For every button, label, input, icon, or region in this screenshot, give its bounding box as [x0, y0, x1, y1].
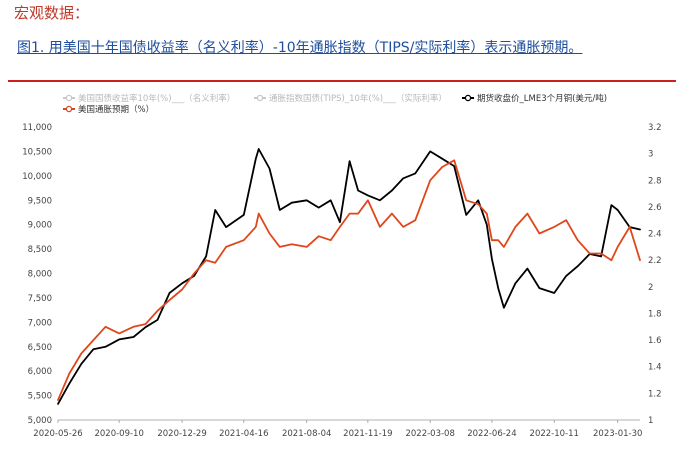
x-tick-label: 2022-03-08	[405, 429, 454, 439]
x-tick-label: 2020-05-26	[33, 429, 82, 439]
x-tick-label: 2020-09-10	[94, 429, 143, 439]
y-right-tick-label: 1.2	[648, 389, 662, 399]
legend-label-inflation: 美国通胀预期（%）	[78, 104, 154, 115]
y-right-tick-label: 2.4	[648, 230, 662, 240]
x-tick-label: 2022-06-24	[467, 429, 516, 439]
legend-label-tips: 通胀指数国债(TIPS)_10年(%)___（实际利率）	[269, 93, 447, 104]
y-right-tick-label: 3.2	[648, 123, 662, 133]
y-left-tick-label: 9,000	[28, 221, 52, 231]
x-tick-label: 2022-10-11	[530, 429, 579, 439]
y-left-tick-label: 9,500	[28, 196, 52, 206]
y-right-tick-label: 1.6	[648, 336, 662, 346]
section-heading: 宏观数据：	[14, 4, 90, 22]
legend-label-nominal: 美国国债收益率10年(%)___（名义利率）	[78, 93, 235, 104]
y-left-tick-label: 6,500	[28, 343, 52, 353]
y-left-tick-label: 8,000	[28, 270, 52, 280]
y-left-tick-label: 7,000	[28, 318, 52, 328]
y-right-tick-label: 1.8	[648, 309, 662, 319]
series-layer	[57, 148, 641, 405]
y-left-tick-label: 7,500	[28, 294, 52, 304]
x-axis: 2020-05-26 2020-09-10 2020-12-29 2021-04-16…	[33, 420, 642, 439]
left-y-axis: 5,000 5,500 6,000 6,500 7,000 7,500 8,000 8,500…	[22, 123, 52, 426]
right-y-axis: 1 1.2 1.4 1.6 1.8 2 2.2 2.4 2.6 2.8 3 3.2	[648, 123, 662, 426]
y-left-tick-label: 8,500	[28, 245, 52, 255]
y-right-tick-label: 2.6	[648, 203, 662, 213]
y-right-tick-label: 1	[648, 416, 653, 426]
y-left-tick-label: 10,000	[22, 172, 52, 182]
y-left-tick-label: 10,500	[22, 147, 52, 157]
series-line-copper	[57, 148, 641, 405]
y-right-tick-label: 1.4	[648, 363, 662, 373]
y-left-tick-label: 5,500	[28, 392, 52, 402]
y-right-tick-label: 2.8	[648, 176, 662, 186]
figure-title[interactable]: 图1. 用美国十年国债收益率（名义利率）-10年通胀指数（TIPS/实际利率）表…	[17, 40, 583, 56]
y-right-tick-label: 2	[648, 283, 653, 293]
title-divider	[8, 80, 676, 82]
legend-label-copper: 期货收盘价_LME3个月铜(美元/吨)	[477, 93, 607, 104]
x-tick-label: 2023-01-30	[593, 429, 642, 439]
legend: 美国国债收益率10年(%)___（名义利率） 通胀指数国债(TIPS)_10年(…	[63, 93, 607, 115]
x-tick-label: 2021-08-04	[282, 429, 331, 439]
y-right-tick-label: 3	[648, 150, 653, 160]
x-tick-label: 2021-04-16	[219, 429, 268, 439]
legend-item-copper: 期货收盘价_LME3个月铜(美元/吨)	[462, 93, 607, 104]
legend-item-nominal: 美国国债收益率10年(%)___（名义利率）	[63, 93, 235, 104]
y-right-tick-label: 2.2	[648, 256, 662, 266]
x-tick-label: 2021-11-19	[343, 429, 392, 439]
x-tick-label: 2020-12-29	[157, 429, 206, 439]
y-left-tick-label: 11,000	[22, 123, 52, 133]
series-line-inflation	[57, 159, 641, 401]
y-left-tick-label: 6,000	[28, 367, 52, 377]
legend-item-inflation: 美国通胀预期（%）	[63, 104, 154, 115]
y-left-tick-label: 5,000	[28, 416, 52, 426]
legend-item-tips: 通胀指数国债(TIPS)_10年(%)___（实际利率）	[254, 93, 447, 104]
